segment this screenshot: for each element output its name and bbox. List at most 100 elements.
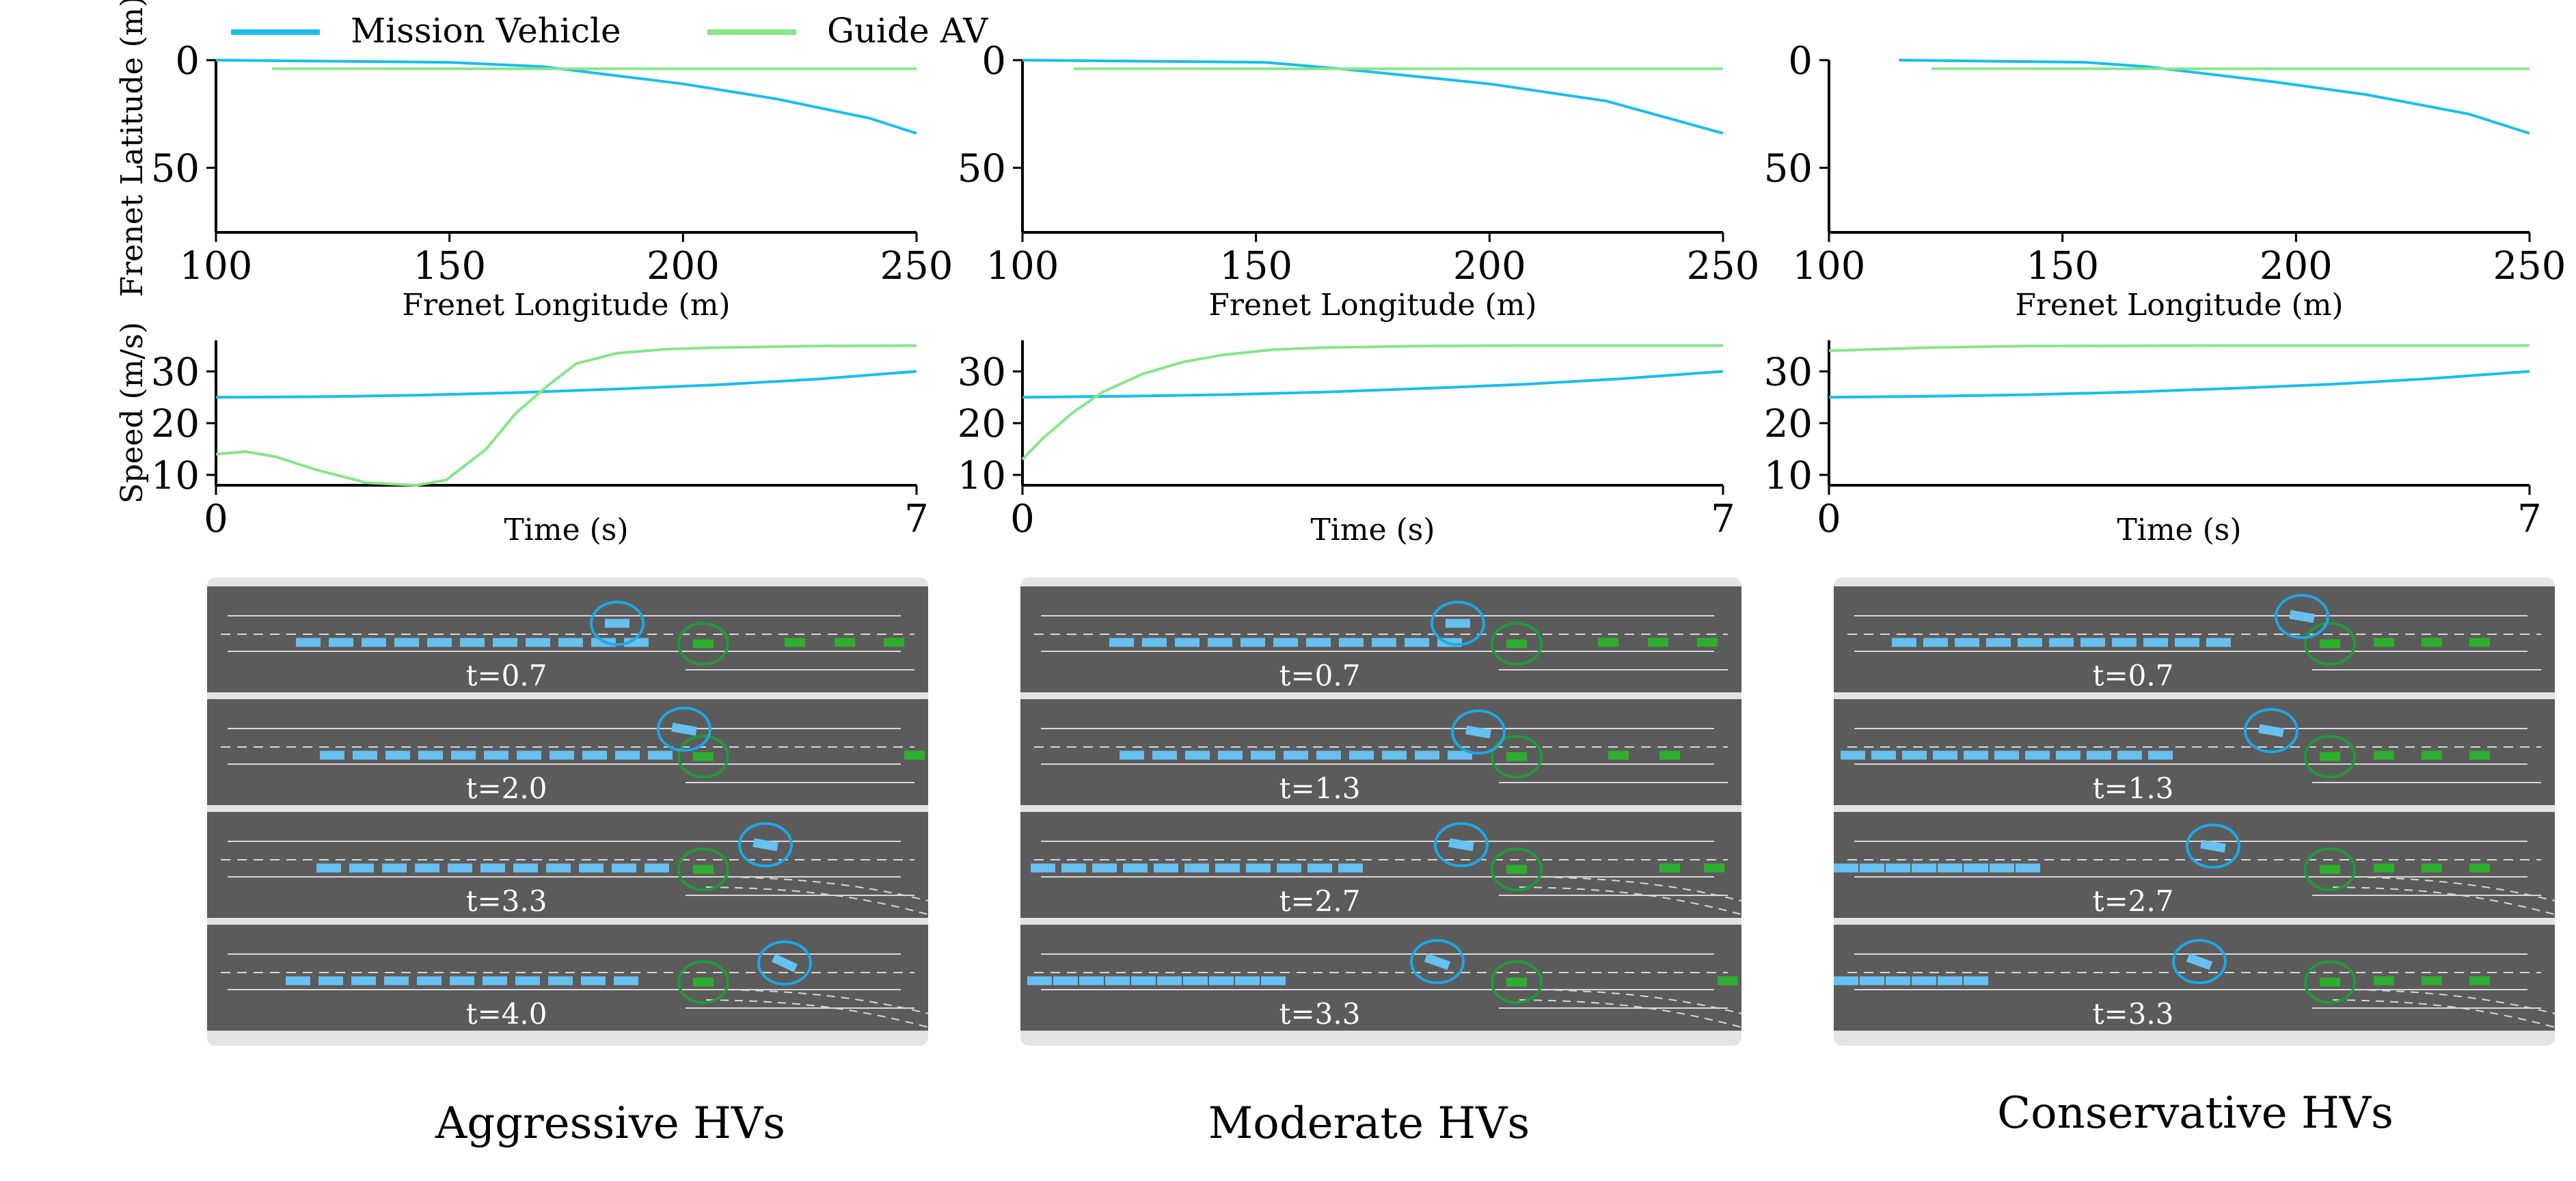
x-tick-label: 100 xyxy=(986,244,1059,288)
human-vehicle xyxy=(615,750,640,760)
series-line xyxy=(1828,370,2530,399)
road-snapshot: t=1.3 xyxy=(1020,699,1741,812)
autonomous-vehicle xyxy=(904,750,925,760)
speed-chart: 0 7 10 20 30 Time (s) xyxy=(958,340,1735,547)
human-vehicle xyxy=(1031,863,1055,873)
guide-av xyxy=(693,865,714,874)
x-axis-label: Time (s) xyxy=(504,513,628,547)
human-vehicle xyxy=(382,863,407,873)
human-vehicle xyxy=(558,638,583,647)
human-vehicle xyxy=(1284,750,1308,760)
human-vehicle xyxy=(329,638,353,647)
human-vehicle xyxy=(1994,750,2019,760)
human-vehicle xyxy=(1871,750,1896,760)
road-snapshot: t=4.0 xyxy=(207,925,929,1031)
off-ramp-line xyxy=(726,876,929,901)
autonomous-vehicle xyxy=(2422,638,2442,647)
human-vehicle xyxy=(1053,976,1078,986)
mission-vehicle xyxy=(671,722,697,736)
human-vehicle xyxy=(1184,863,1209,873)
human-vehicle xyxy=(526,638,550,647)
human-vehicle xyxy=(1142,638,1167,647)
human-vehicle xyxy=(394,638,419,647)
snapshot-time-label: t=3.3 xyxy=(466,884,547,918)
human-vehicle xyxy=(1382,750,1407,760)
x-tick-label: 250 xyxy=(1687,244,1760,288)
speed-chart: 0 7 10 20 30 Time (s) Speed (m/s) xyxy=(115,322,929,547)
legend-item: Mission Vehicle xyxy=(231,11,621,51)
human-vehicle xyxy=(2175,638,2199,647)
mission-vehicle-circle xyxy=(2244,708,2299,753)
mission-vehicle-circle xyxy=(657,707,711,752)
guide-av xyxy=(1506,865,1527,874)
snapshot-separator xyxy=(207,805,928,812)
human-vehicle xyxy=(581,976,606,986)
y-tick-label: 50 xyxy=(1764,147,1813,191)
mission-vehicle xyxy=(1424,953,1451,970)
human-vehicle xyxy=(1964,863,1988,873)
snapshot-time-label: t=2.7 xyxy=(1279,884,1361,918)
human-vehicle xyxy=(448,863,472,873)
mission-vehicle xyxy=(2258,724,2284,737)
mission-vehicle-circle xyxy=(2186,824,2240,869)
x-tick-label: 150 xyxy=(1219,244,1292,288)
off-ramp-line xyxy=(2353,876,2555,901)
y-tick-label: 20 xyxy=(1764,402,1813,446)
human-vehicle xyxy=(362,638,386,647)
road-snapshot: t=3.3 xyxy=(1834,925,2555,1031)
mission-vehicle-circle xyxy=(1431,601,1485,646)
human-vehicle xyxy=(1933,750,1957,760)
human-vehicle xyxy=(2143,638,2168,647)
x-tick-label: 7 xyxy=(904,497,929,541)
human-vehicle xyxy=(1306,638,1331,647)
human-vehicle xyxy=(451,750,476,760)
mission-vehicle-circle xyxy=(1451,709,1506,755)
human-vehicle xyxy=(351,976,376,986)
legend-item: Guide AV xyxy=(707,11,988,51)
human-vehicle xyxy=(1886,863,1910,873)
x-tick-label: 0 xyxy=(204,497,228,541)
human-vehicle xyxy=(1152,750,1177,760)
human-vehicle xyxy=(1923,638,1948,647)
mission-vehicle xyxy=(771,953,798,973)
road-snapshot: t=2.7 xyxy=(1834,812,2555,925)
human-vehicle xyxy=(318,976,343,986)
y-tick-label: 30 xyxy=(1764,350,1813,394)
autonomous-vehicle xyxy=(785,638,805,647)
guide-av-circle xyxy=(1491,735,1543,778)
human-vehicle xyxy=(1912,976,1936,986)
mission-vehicle xyxy=(753,838,778,852)
human-vehicle xyxy=(1307,863,1332,873)
human-vehicle xyxy=(1841,750,1865,760)
snapshot-time-label: t=1.3 xyxy=(2093,772,2174,805)
guide-av-circle xyxy=(677,735,729,778)
road-snapshot: t=2.7 xyxy=(1020,812,1742,925)
guide-av xyxy=(693,639,714,649)
y-tick-label: 30 xyxy=(958,350,1006,394)
human-vehicle xyxy=(2049,638,2074,647)
autonomous-vehicle xyxy=(2469,638,2490,647)
human-vehicle xyxy=(1209,976,1234,986)
guide-av-circle xyxy=(1491,847,1543,891)
y-tick-label: 20 xyxy=(151,402,200,446)
human-vehicle xyxy=(1235,976,1260,986)
mission-vehicle-circle xyxy=(1410,939,1465,984)
series-line xyxy=(1021,344,1723,461)
autonomous-vehicle xyxy=(2422,750,2442,760)
y-tick-label: 50 xyxy=(151,147,200,191)
x-tick-label: 100 xyxy=(1793,244,1866,288)
x-tick-label: 250 xyxy=(2493,244,2566,288)
guide-av-circle xyxy=(2304,735,2356,778)
panel-caption: Conservative HVs xyxy=(1997,1088,2394,1139)
x-tick-label: 150 xyxy=(2026,244,2099,288)
human-vehicle xyxy=(450,976,474,986)
human-vehicle xyxy=(493,638,517,647)
road-panel: t=0.7 t=2.0 t=3.3 t=4.0 xyxy=(207,578,929,1046)
snapshot-separator xyxy=(1834,805,2555,812)
human-vehicle xyxy=(1218,750,1243,760)
x-axis-label: Time (s) xyxy=(2117,513,2241,547)
road-snapshot: t=0.7 xyxy=(1020,586,1741,699)
human-vehicle xyxy=(1902,750,1927,760)
autonomous-vehicle xyxy=(1697,638,1718,647)
series-line xyxy=(1022,59,1724,135)
